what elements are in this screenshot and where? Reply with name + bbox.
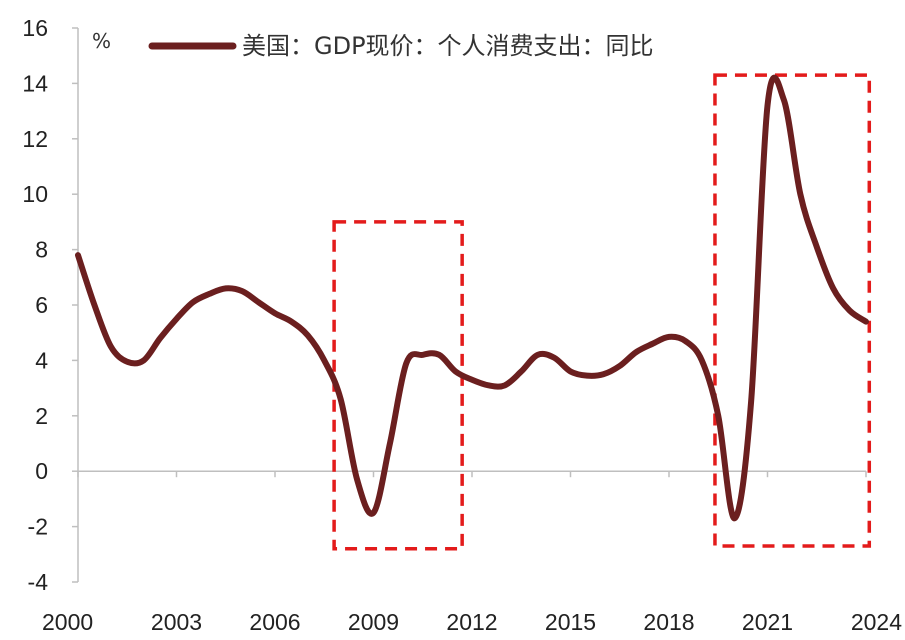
y-axis: -4 -2 0 2 4 6 8 10 12 14 16 [22,15,79,595]
x-tick-label: 2006 [249,609,300,635]
highlight-box [713,73,872,548]
y-tick-label: 0 [35,458,48,484]
y-tick-label: 16 [22,15,48,41]
x-axis: 2000 2003 2006 2009 2012 2015 2018 2021 2024 [42,470,902,635]
y-tick-label: 2 [35,403,48,429]
y-tick-label: 14 [22,70,48,96]
y-tick-label: 6 [35,292,48,318]
legend-label: 美国：GDP现价：个人消费支出：同比 [242,32,654,60]
series-line [75,74,869,522]
x-tick-label: 2015 [545,609,596,635]
y-tick-label: 12 [22,126,48,152]
series-layer [75,74,869,522]
y-tick-label: 10 [22,181,48,207]
legend: 美国：GDP现价：个人消费支出：同比 [148,32,654,60]
x-tick-label: 2018 [643,609,694,635]
x-tick-label: 2000 [42,609,93,635]
highlight-boxes [332,73,872,551]
y-tick-label: -4 [28,569,49,595]
y-tick-label: -2 [28,514,48,540]
y-unit-label: % [92,29,111,53]
x-tick-label: 2003 [151,609,202,635]
x-tick-label: 2024 [851,609,902,635]
y-tick-label: 8 [35,237,48,263]
x-tick-label: 2012 [446,609,497,635]
y-tick-label: 4 [35,347,48,373]
x-tick-label: 2009 [348,609,399,635]
x-tick-label: 2021 [742,609,793,635]
